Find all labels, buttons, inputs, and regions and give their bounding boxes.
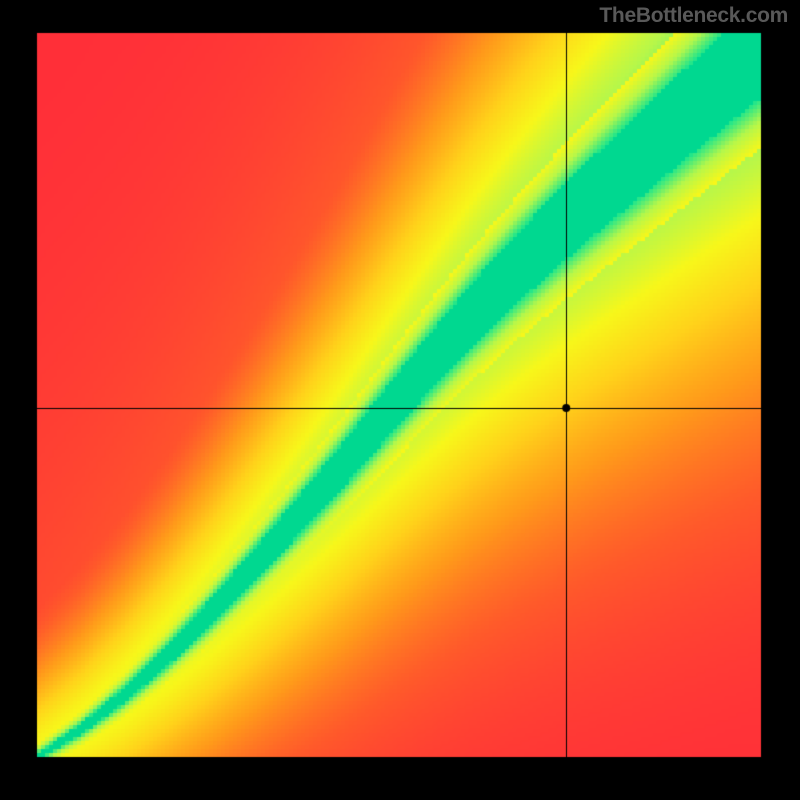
watermark-label: TheBottleneck.com xyxy=(599,4,788,28)
bottleneck-heatmap xyxy=(0,0,800,800)
